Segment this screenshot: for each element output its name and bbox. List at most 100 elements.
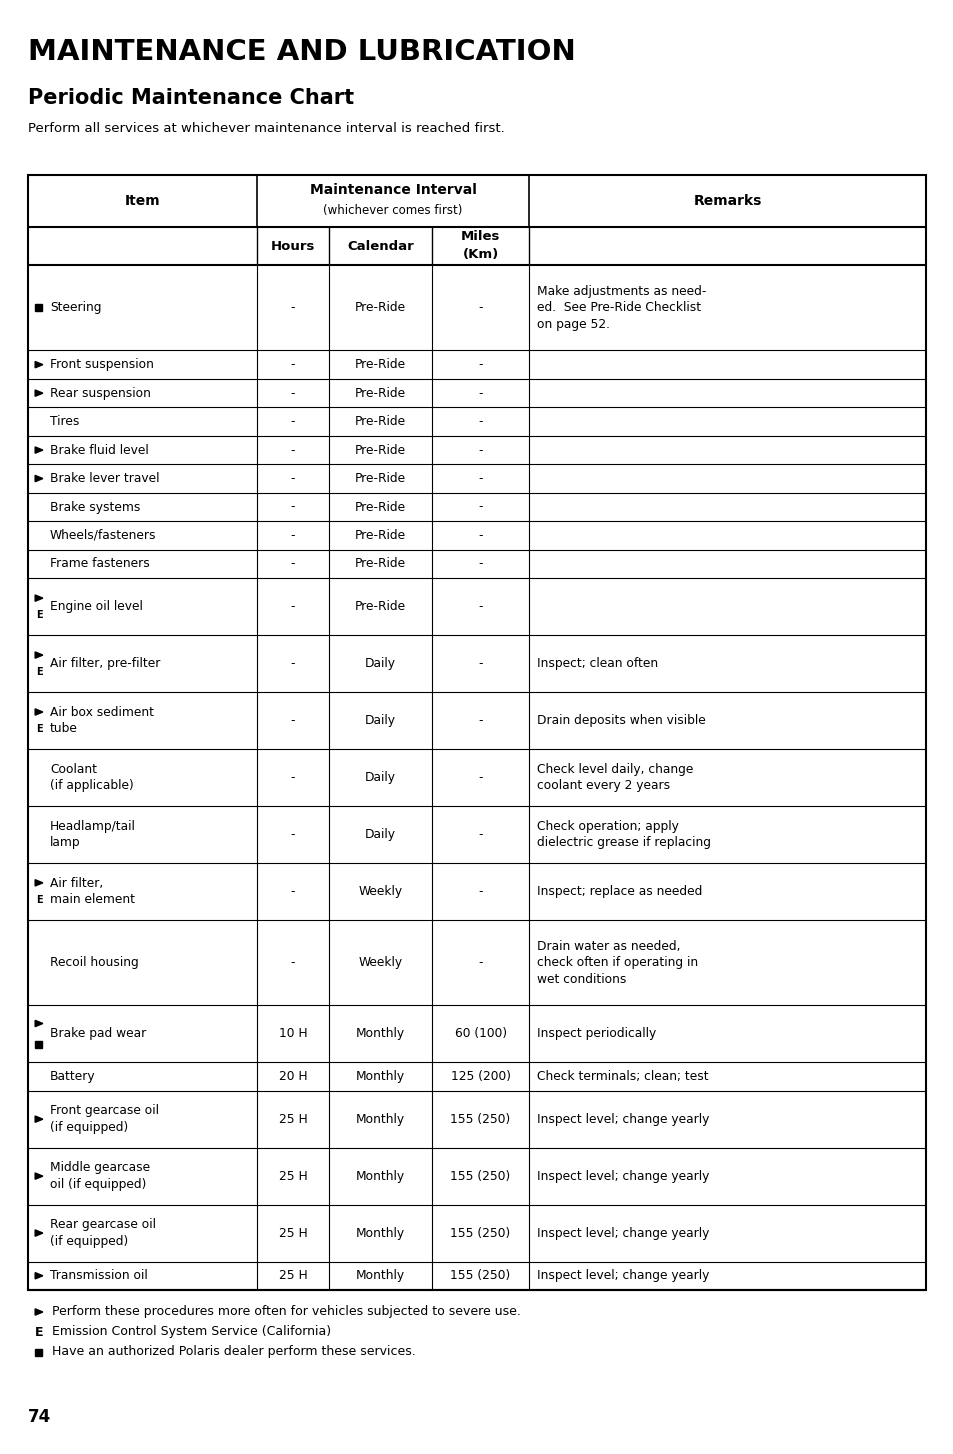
Text: Daily: Daily [365, 771, 395, 784]
Text: -: - [477, 771, 482, 784]
Text: -: - [477, 358, 482, 371]
Text: -: - [291, 771, 294, 784]
Text: Pre-Ride: Pre-Ride [355, 557, 406, 570]
Polygon shape [35, 651, 43, 659]
Text: Inspect level; change yearly: Inspect level; change yearly [537, 1112, 709, 1125]
Text: -: - [477, 443, 482, 457]
Text: 25 H: 25 H [278, 1269, 307, 1282]
Text: -: - [291, 358, 294, 371]
Text: Drain deposits when visible: Drain deposits when visible [537, 714, 705, 727]
Text: Periodic Maintenance Chart: Periodic Maintenance Chart [28, 89, 354, 108]
Text: -: - [477, 657, 482, 670]
Text: -: - [291, 827, 294, 840]
Text: -: - [477, 557, 482, 570]
Text: Inspect; clean often: Inspect; clean often [537, 657, 658, 670]
Polygon shape [35, 1309, 43, 1316]
Text: MAINTENANCE AND LUBRICATION: MAINTENANCE AND LUBRICATION [28, 38, 576, 65]
Text: Weekly: Weekly [358, 957, 402, 968]
Text: -: - [477, 601, 482, 614]
Text: Calendar: Calendar [347, 240, 414, 253]
Text: -: - [291, 301, 294, 314]
Text: 155 (250): 155 (250) [450, 1227, 510, 1240]
Text: Engine oil level: Engine oil level [50, 601, 143, 614]
Polygon shape [35, 880, 43, 885]
Text: -: - [477, 500, 482, 513]
Text: -: - [291, 500, 294, 513]
Text: Air filter, pre-filter: Air filter, pre-filter [50, 657, 160, 670]
Text: -: - [291, 714, 294, 727]
Text: Monthly: Monthly [355, 1269, 405, 1282]
Polygon shape [35, 1230, 43, 1236]
Polygon shape [35, 1272, 43, 1280]
Text: Brake systems: Brake systems [50, 500, 140, 513]
Text: Pre-Ride: Pre-Ride [355, 473, 406, 486]
Text: -: - [477, 473, 482, 486]
Text: 25 H: 25 H [278, 1112, 307, 1125]
Text: Monthly: Monthly [355, 1169, 405, 1182]
Text: Drain water as needed,
check often if operating in
wet conditions: Drain water as needed, check often if op… [537, 939, 698, 986]
Text: Monthly: Monthly [355, 1227, 405, 1240]
Polygon shape [35, 1173, 43, 1179]
Text: Transmission oil: Transmission oil [50, 1269, 148, 1282]
Text: E: E [35, 667, 42, 678]
Text: Pre-Ride: Pre-Ride [355, 301, 406, 314]
Text: -: - [291, 414, 294, 427]
Text: Emission Control System Service (California): Emission Control System Service (Califor… [52, 1326, 331, 1339]
Text: Inspect; replace as needed: Inspect; replace as needed [537, 885, 701, 899]
Text: 155 (250): 155 (250) [450, 1269, 510, 1282]
Text: -: - [291, 529, 294, 542]
Text: Daily: Daily [365, 827, 395, 840]
Text: -: - [477, 387, 482, 400]
Text: Perform these procedures more often for vehicles subjected to severe use.: Perform these procedures more often for … [52, 1306, 520, 1319]
Text: Steering: Steering [50, 301, 101, 314]
Text: 60 (100): 60 (100) [454, 1027, 506, 1040]
Text: 155 (250): 155 (250) [450, 1112, 510, 1125]
Text: 25 H: 25 H [278, 1169, 307, 1182]
Text: Front suspension: Front suspension [50, 358, 153, 371]
Text: Remarks: Remarks [693, 193, 760, 208]
Text: 155 (250): 155 (250) [450, 1169, 510, 1182]
Text: Pre-Ride: Pre-Ride [355, 601, 406, 614]
Text: Pre-Ride: Pre-Ride [355, 414, 406, 427]
Text: Monthly: Monthly [355, 1027, 405, 1040]
Text: 74: 74 [28, 1407, 51, 1426]
Text: Inspect level; change yearly: Inspect level; change yearly [537, 1169, 709, 1182]
Polygon shape [35, 475, 43, 481]
Text: E: E [35, 724, 42, 734]
Text: E: E [35, 894, 42, 904]
Text: Pre-Ride: Pre-Ride [355, 387, 406, 400]
Text: Check terminals; clean; test: Check terminals; clean; test [537, 1070, 708, 1083]
Text: -: - [477, 301, 482, 314]
Text: Recoil housing: Recoil housing [50, 957, 138, 968]
Polygon shape [35, 595, 43, 602]
Text: Tires: Tires [50, 414, 79, 427]
Text: Maintenance Interval: Maintenance Interval [310, 183, 476, 196]
Text: Daily: Daily [365, 657, 395, 670]
Text: Daily: Daily [365, 714, 395, 727]
Polygon shape [35, 1117, 43, 1122]
Text: Have an authorized Polaris dealer perform these services.: Have an authorized Polaris dealer perfor… [52, 1345, 416, 1358]
Bar [35, 1348, 43, 1355]
Text: E: E [35, 611, 42, 621]
Text: Check operation; apply
dielectric grease if replacing: Check operation; apply dielectric grease… [537, 820, 710, 849]
Text: -: - [291, 557, 294, 570]
Text: Check level daily, change
coolant every 2 years: Check level daily, change coolant every … [537, 763, 693, 792]
Text: Monthly: Monthly [355, 1070, 405, 1083]
Text: (Km): (Km) [462, 247, 498, 260]
Text: Item: Item [125, 193, 160, 208]
Bar [35, 304, 43, 311]
Text: -: - [291, 957, 294, 968]
Text: (whichever comes first): (whichever comes first) [323, 204, 462, 217]
Text: Air box sediment
tube: Air box sediment tube [50, 705, 153, 736]
Text: Pre-Ride: Pre-Ride [355, 443, 406, 457]
Text: Middle gearcase
oil (if equipped): Middle gearcase oil (if equipped) [50, 1162, 150, 1191]
Text: Brake lever travel: Brake lever travel [50, 473, 159, 486]
Text: -: - [477, 827, 482, 840]
Text: -: - [291, 657, 294, 670]
Polygon shape [35, 362, 43, 368]
Text: Inspect level; change yearly: Inspect level; change yearly [537, 1227, 709, 1240]
Text: Pre-Ride: Pre-Ride [355, 529, 406, 542]
Text: Hours: Hours [271, 240, 314, 253]
Text: Air filter,
main element: Air filter, main element [50, 877, 135, 906]
Text: Brake fluid level: Brake fluid level [50, 443, 149, 457]
